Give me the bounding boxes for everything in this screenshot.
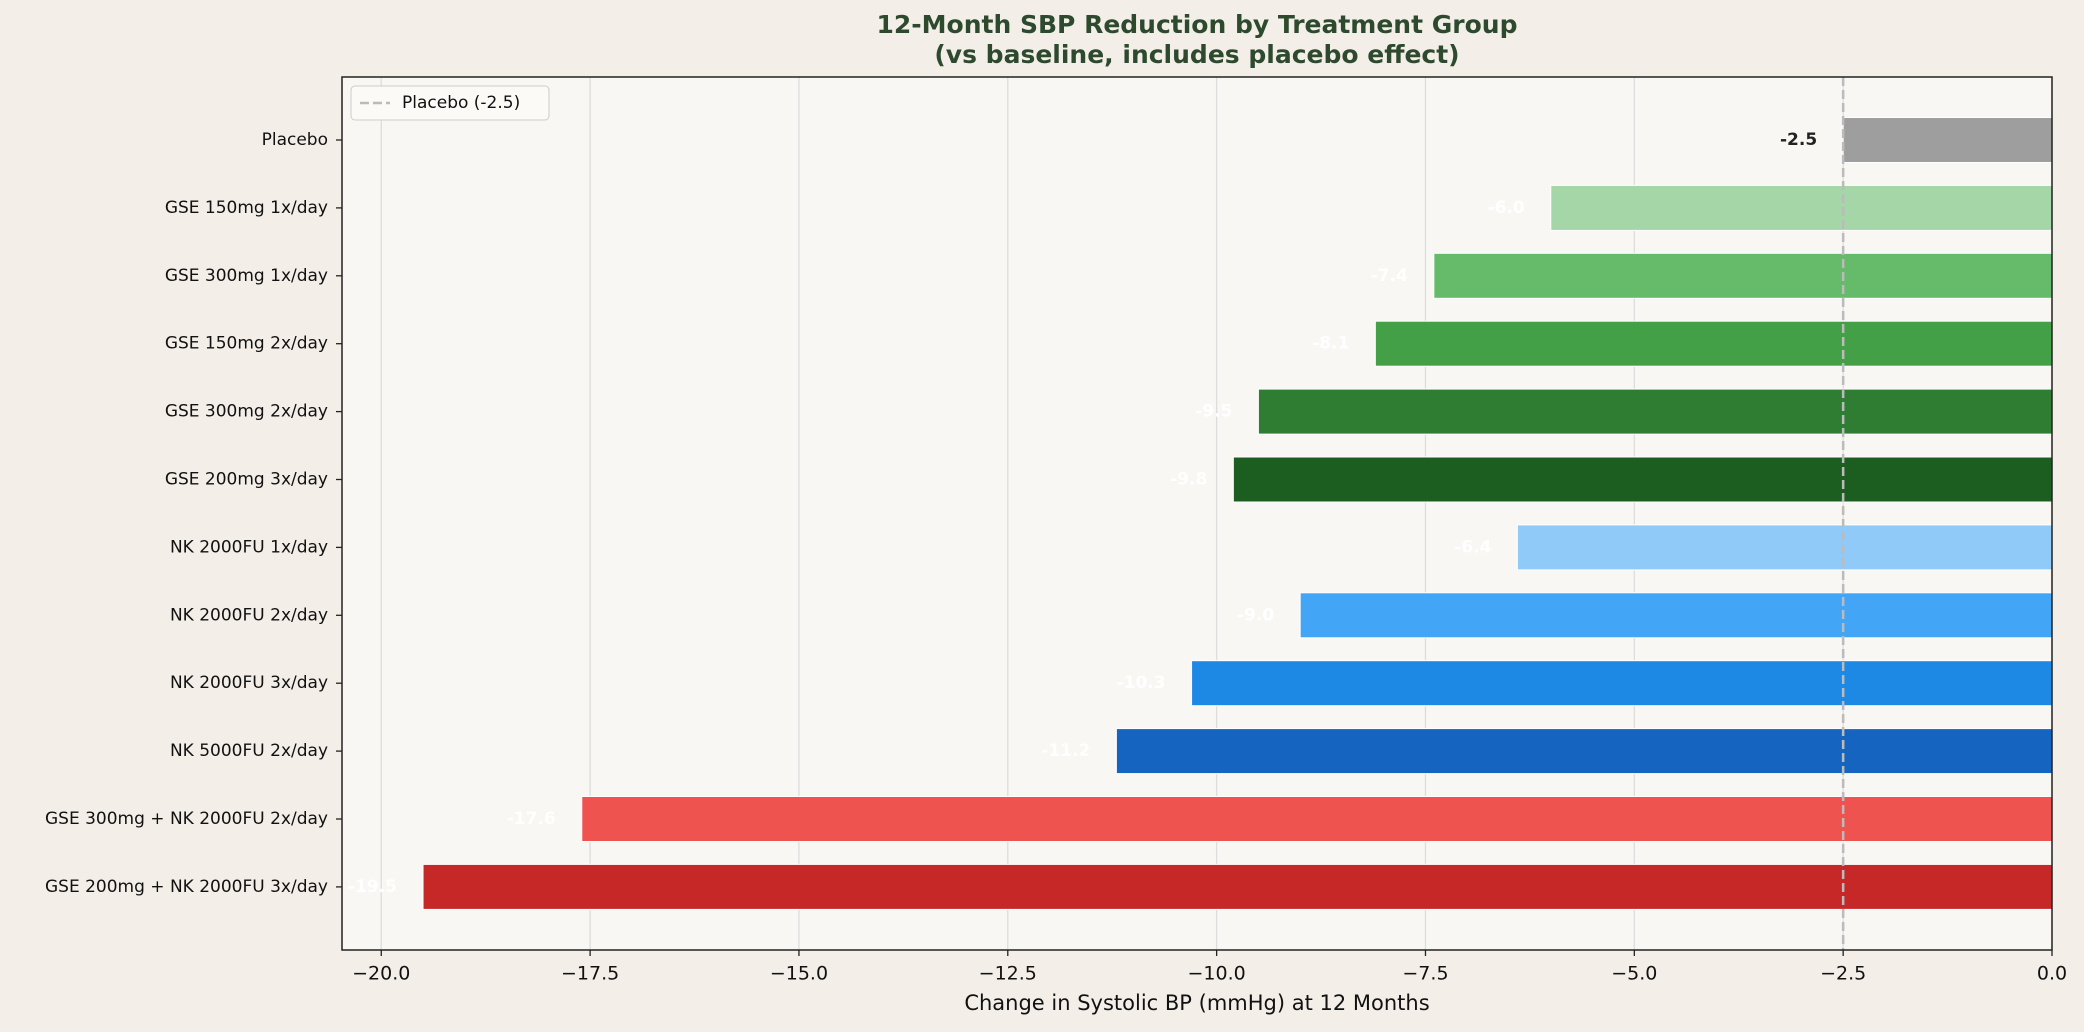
bar	[1374, 320, 2053, 367]
value-label: -6.4	[1454, 537, 1491, 557]
plot-frame	[341, 76, 2053, 951]
bar	[1842, 117, 2053, 163]
y-tick-label: NK 2000FU 3x/day	[170, 673, 328, 693]
y-tick-label: Placebo	[262, 130, 328, 150]
value-label: -17.6	[507, 809, 556, 829]
y-tick-label: NK 2000FU 2x/day	[170, 605, 328, 625]
value-label: -9.8	[1170, 470, 1207, 490]
bar	[1115, 728, 2053, 775]
bar	[581, 796, 2053, 842]
value-label: -9.5	[1195, 402, 1232, 422]
bar	[1433, 252, 2053, 299]
x-tick-label: −7.5	[1402, 963, 1448, 985]
x-tick-label: −5.0	[1611, 963, 1657, 985]
y-tick-label: GSE 300mg 1x/day	[165, 266, 328, 286]
bar	[1232, 456, 2053, 503]
value-label: -8.1	[1312, 334, 1349, 354]
legend-label: Placebo (-2.5)	[402, 93, 520, 113]
x-tick-label: −15.0	[770, 963, 828, 985]
y-tick-label: GSE 150mg 2x/day	[165, 334, 328, 354]
y-tick-label: GSE 200mg + NK 2000FU 3x/day	[45, 877, 328, 897]
legend: Placebo (-2.5)	[350, 85, 550, 121]
x-tick-label: −17.5	[561, 963, 619, 985]
x-tick-label: −20.0	[352, 963, 410, 985]
value-label: -11.2	[1041, 741, 1090, 761]
x-axis-label: Change in Systolic BP (mmHg) at 12 Month…	[964, 991, 1429, 1015]
value-label: -9.0	[1237, 605, 1274, 625]
x-tick-label: −12.5	[979, 963, 1037, 985]
value-label: -19.5	[348, 877, 397, 897]
y-tick-label: GSE 200mg 3x/day	[165, 470, 328, 490]
bar	[1257, 388, 2053, 435]
value-label: -2.5	[1780, 130, 1817, 150]
legend-box	[350, 85, 550, 121]
chart-title: 12-Month SBP Reduction by Treatment Grou…	[877, 10, 1518, 39]
y-tick-label: NK 5000FU 2x/day	[170, 741, 328, 761]
x-tick-label: 0.0	[2037, 963, 2067, 985]
bar	[422, 863, 2053, 910]
x-tick-label: −2.5	[1820, 963, 1866, 985]
value-label: -7.4	[1371, 266, 1408, 286]
bar	[1191, 660, 2053, 707]
x-tick-label: −10.0	[1188, 963, 1246, 985]
chart-subtitle: (vs baseline, includes placebo effect)	[934, 40, 1459, 69]
y-tick-label: GSE 300mg + NK 2000FU 2x/day	[45, 809, 328, 829]
y-tick-label: NK 2000FU 1x/day	[170, 537, 328, 557]
value-label: -6.0	[1488, 198, 1525, 218]
bar	[1516, 524, 2053, 571]
bar	[1299, 592, 2053, 639]
value-label: -10.3	[1117, 673, 1166, 693]
y-tick-label: GSE 150mg 1x/day	[165, 198, 328, 218]
y-tick-label: GSE 300mg 2x/day	[165, 402, 328, 422]
bar	[1550, 184, 2053, 231]
